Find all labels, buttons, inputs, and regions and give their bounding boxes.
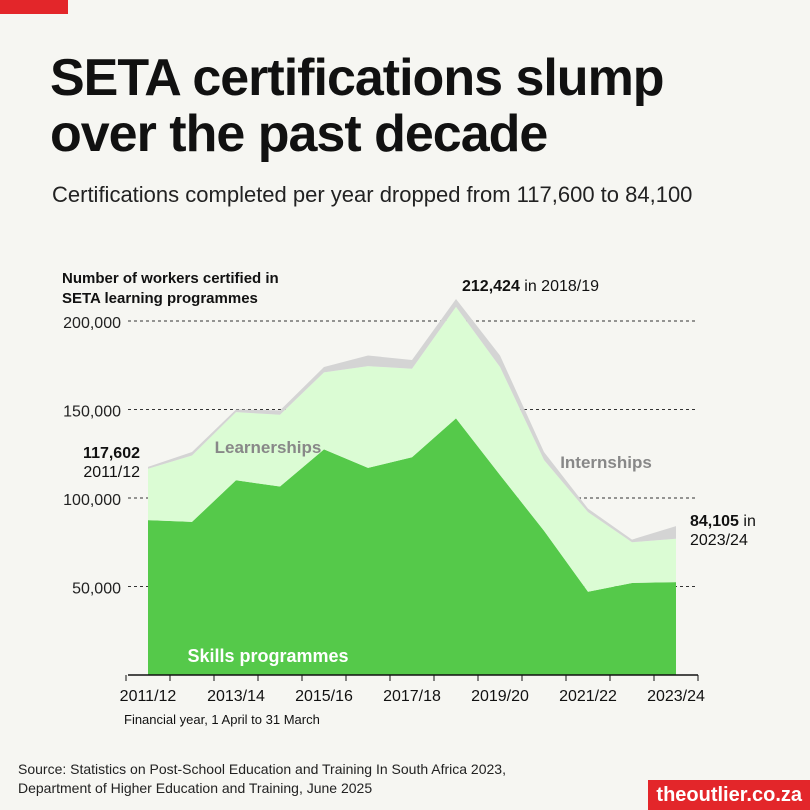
brand-link[interactable]: theoutlier.co.za (648, 780, 810, 810)
area-chart: 50,000 100,000 150,000 200,000 2011/12 2013/… (62, 270, 756, 727)
annotation-peak: 212,424 in 2018/19 (462, 278, 599, 295)
source-line-1: Source: Statistics on Post-School Educat… (18, 761, 506, 777)
annotation-end-value: 84,105 (690, 513, 743, 530)
annotation-peak-label: in 2018/19 (524, 278, 599, 295)
learnerships-area (148, 306, 676, 592)
y-axis-title-line-1: Number of workers certified in (62, 270, 279, 287)
brand-accent-bar (0, 0, 68, 14)
annotation-end: 84,105 in (690, 513, 756, 530)
y-tick-label: 200,000 (63, 315, 121, 332)
source-line-2: Department of Higher Education and Train… (18, 780, 373, 796)
chart-title: SETA certifications slump over the past … (50, 50, 790, 162)
x-tick-label: 2011/12 (120, 688, 177, 705)
annotation-end-year: 2023/24 (690, 532, 748, 549)
axes: 2011/12 2013/14 2015/16 2017/18 2019/20 2021/… (120, 674, 705, 727)
annotation-start-label: 2011/12 (83, 464, 140, 481)
chart-subtitle: Certifications completed per year droppe… (52, 182, 693, 207)
series-label-skills: Skills programmes (187, 646, 348, 666)
annotation-end-in: in (743, 513, 755, 530)
y-axis-title-line-2: SETA learning programmes (62, 290, 258, 307)
series-label-internships: Internships (560, 453, 652, 472)
annotation-start-value: 117,602 (83, 445, 140, 462)
x-tick-label: 2013/14 (207, 688, 265, 705)
x-axis-label: Financial year, 1 April to 31 March (124, 712, 320, 727)
chart-labels: Number of workers certified in SETA learn… (62, 270, 756, 666)
title-line-1: SETA certifications slump (50, 49, 665, 107)
x-tick-label: 2019/20 (471, 688, 529, 705)
title-line-2: over the past decade (50, 105, 548, 163)
skills-programmes-area (148, 418, 676, 675)
y-tick-label: 50,000 (72, 581, 121, 598)
y-tick-label: 150,000 (63, 404, 121, 421)
annotation-peak-value: 212,424 (462, 278, 524, 295)
x-tick-label: 2021/22 (559, 688, 617, 705)
x-tick-label: 2015/16 (295, 688, 353, 705)
x-tick-label: 2017/18 (383, 688, 441, 705)
y-tick-label: 100,000 (63, 492, 121, 509)
stacked-areas (148, 299, 676, 675)
source-note: Source: Statistics on Post-School Educat… (18, 760, 506, 798)
series-label-learnerships: Learnerships (215, 438, 322, 457)
x-tick-label: 2023/24 (647, 688, 705, 705)
